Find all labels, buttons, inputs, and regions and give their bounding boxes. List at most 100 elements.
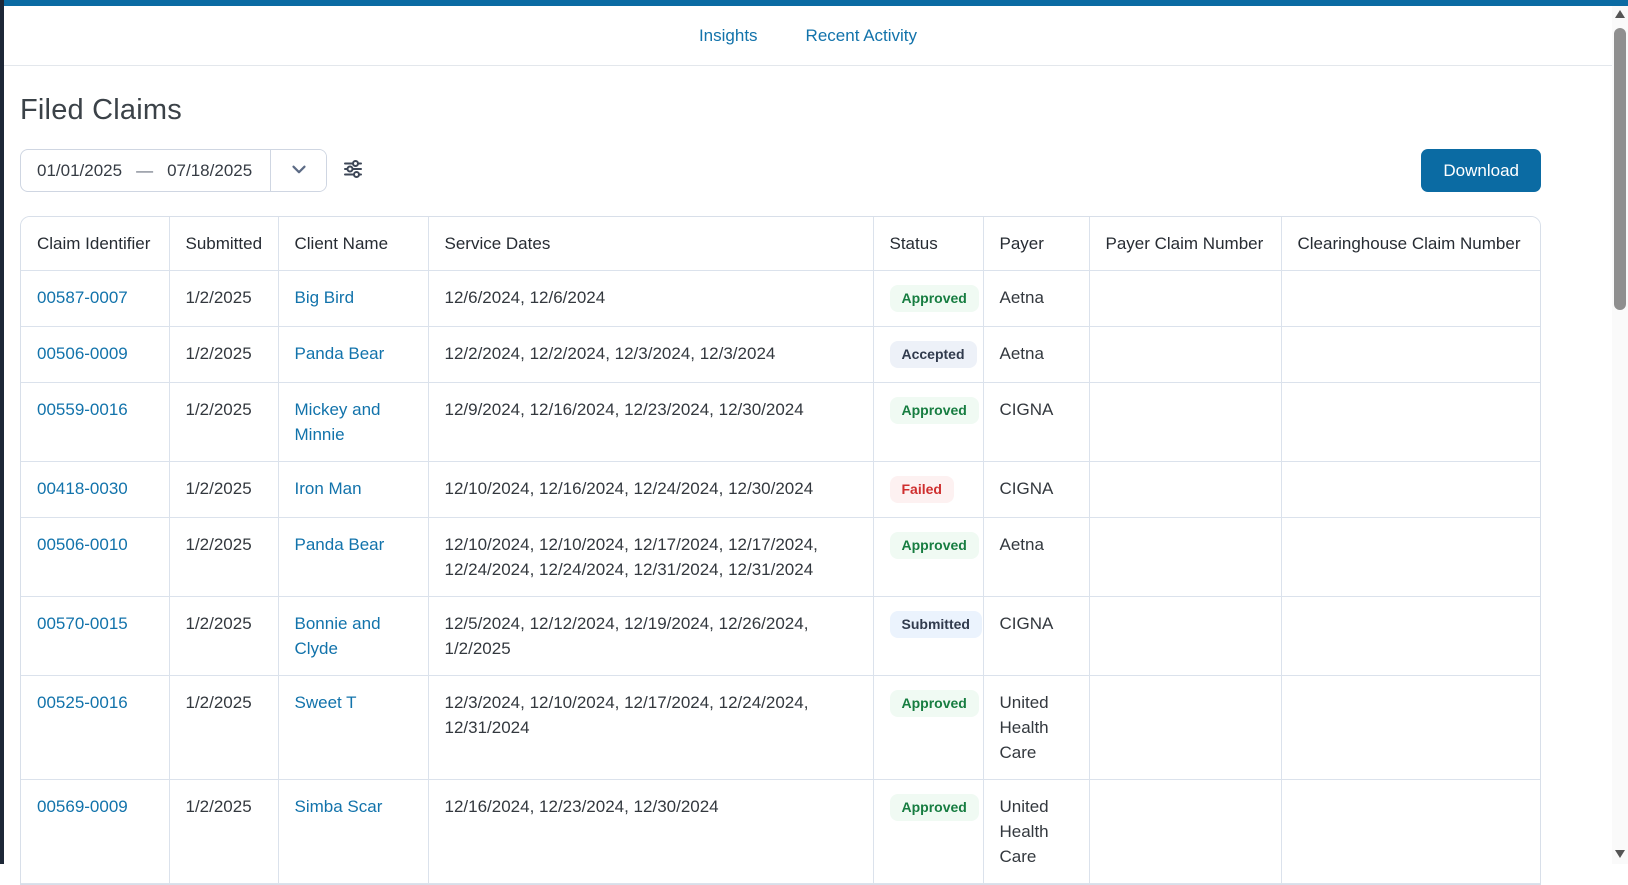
client-name-link[interactable]: Panda Bear — [295, 344, 385, 363]
date-range-end[interactable]: 07/18/2025 — [167, 161, 252, 181]
table-row: 00569-0009 1/2/2025 Simba Scar 12/16/202… — [21, 780, 1540, 884]
table-row: 00587-0007 1/2/2025 Big Bird 12/6/2024, … — [21, 271, 1540, 327]
col-service-dates: Service Dates — [428, 217, 873, 271]
payer-claim-number-cell — [1089, 597, 1281, 676]
filter-button[interactable] — [341, 157, 365, 184]
payer-cell: Aetna — [983, 518, 1089, 597]
service-dates-cell: 12/16/2024, 12/23/2024, 12/30/2024 — [428, 780, 873, 884]
client-name-link[interactable]: Sweet T — [295, 693, 357, 712]
claim-id-link[interactable]: 00418-0030 — [37, 479, 128, 498]
submitted-cell: 1/2/2025 — [169, 518, 278, 597]
date-range-start[interactable]: 01/01/2025 — [37, 161, 122, 181]
toolbar: 01/01/2025 — 07/18/2025 — [20, 149, 1541, 192]
client-name-link[interactable]: Big Bird — [295, 288, 355, 307]
col-payer: Payer — [983, 217, 1089, 271]
date-range-dropdown-button[interactable] — [270, 150, 326, 191]
claim-id-link[interactable]: 00559-0016 — [37, 400, 128, 419]
status-badge: Approved — [890, 690, 979, 717]
clearinghouse-claim-number-cell — [1281, 676, 1540, 780]
client-name-link[interactable]: Bonnie and Clyde — [295, 614, 381, 658]
clearinghouse-claim-number-cell — [1281, 271, 1540, 327]
chevron-down-icon — [288, 158, 310, 183]
submitted-cell: 1/2/2025 — [169, 327, 278, 383]
clearinghouse-claim-number-cell — [1281, 780, 1540, 884]
clearinghouse-claim-number-cell — [1281, 327, 1540, 383]
table-row: 00506-0009 1/2/2025 Panda Bear 12/2/2024… — [21, 327, 1540, 383]
vertical-scrollbar[interactable] — [1612, 0, 1628, 864]
claim-id-link[interactable]: 00570-0015 — [37, 614, 128, 633]
col-client-name: Client Name — [278, 217, 428, 271]
table-row: 00525-0016 1/2/2025 Sweet T 12/3/2024, 1… — [21, 676, 1540, 780]
clearinghouse-claim-number-cell — [1281, 462, 1540, 518]
col-clearinghouse-claim-number: Clearinghouse Claim Number — [1281, 217, 1540, 271]
date-range-picker[interactable]: 01/01/2025 — 07/18/2025 — [20, 149, 327, 192]
table-header-row: Claim Identifier Submitted Client Name S… — [21, 217, 1540, 271]
claims-table: Claim Identifier Submitted Client Name S… — [20, 216, 1541, 885]
nav-link-recent-activity[interactable]: Recent Activity — [806, 26, 918, 46]
service-dates-cell: 12/3/2024, 12/10/2024, 12/17/2024, 12/24… — [428, 676, 873, 780]
date-range-values[interactable]: 01/01/2025 — 07/18/2025 — [21, 150, 270, 191]
status-badge: Approved — [890, 285, 979, 312]
status-badge: Failed — [890, 476, 954, 503]
payer-cell: United Health Care — [983, 676, 1089, 780]
status-badge: Submitted — [890, 611, 982, 638]
clearinghouse-claim-number-cell — [1281, 518, 1540, 597]
main-content: Filed Claims 01/01/2025 — 07/18/2025 — [4, 66, 1612, 864]
submitted-cell: 1/2/2025 — [169, 676, 278, 780]
submitted-cell: 1/2/2025 — [169, 462, 278, 518]
col-status: Status — [873, 217, 983, 271]
client-name-link[interactable]: Simba Scar — [295, 797, 383, 816]
payer-claim-number-cell — [1089, 462, 1281, 518]
payer-cell: Aetna — [983, 327, 1089, 383]
payer-claim-number-cell — [1089, 383, 1281, 462]
submitted-cell: 1/2/2025 — [169, 780, 278, 884]
table-row: 00570-0015 1/2/2025 Bonnie and Clyde 12/… — [21, 597, 1540, 676]
table-row: 00506-0010 1/2/2025 Panda Bear 12/10/202… — [21, 518, 1540, 597]
status-badge: Approved — [890, 397, 979, 424]
date-range-separator: — — [136, 161, 153, 181]
top-nav: Insights Recent Activity — [4, 6, 1612, 66]
client-name-link[interactable]: Panda Bear — [295, 535, 385, 554]
top-accent-bar — [4, 0, 1628, 6]
left-edge-strip — [0, 0, 4, 864]
submitted-cell: 1/2/2025 — [169, 271, 278, 327]
col-claim-identifier: Claim Identifier — [21, 217, 169, 271]
submitted-cell: 1/2/2025 — [169, 383, 278, 462]
service-dates-cell: 12/6/2024, 12/6/2024 — [428, 271, 873, 327]
client-name-link[interactable]: Iron Man — [295, 479, 362, 498]
claim-id-link[interactable]: 00569-0009 — [37, 797, 128, 816]
payer-claim-number-cell — [1089, 780, 1281, 884]
scrollbar-up-arrow-icon[interactable] — [1615, 10, 1625, 18]
status-badge: Approved — [890, 532, 979, 559]
scrollbar-thumb[interactable] — [1614, 28, 1626, 310]
payer-cell: CIGNA — [983, 383, 1089, 462]
status-badge: Approved — [890, 794, 979, 821]
clearinghouse-claim-number-cell — [1281, 383, 1540, 462]
clearinghouse-claim-number-cell — [1281, 597, 1540, 676]
service-dates-cell: 12/5/2024, 12/12/2024, 12/19/2024, 12/26… — [428, 597, 873, 676]
payer-claim-number-cell — [1089, 518, 1281, 597]
payer-cell: CIGNA — [983, 462, 1089, 518]
payer-claim-number-cell — [1089, 327, 1281, 383]
col-payer-claim-number: Payer Claim Number — [1089, 217, 1281, 271]
service-dates-cell: 12/10/2024, 12/10/2024, 12/17/2024, 12/1… — [428, 518, 873, 597]
payer-claim-number-cell — [1089, 271, 1281, 327]
claim-id-link[interactable]: 00506-0010 — [37, 535, 128, 554]
status-badge: Accepted — [890, 341, 977, 368]
payer-cell: Aetna — [983, 271, 1089, 327]
payer-cell: CIGNA — [983, 597, 1089, 676]
nav-link-insights[interactable]: Insights — [699, 26, 758, 46]
claim-id-link[interactable]: 00587-0007 — [37, 288, 128, 307]
scrollbar-down-arrow-icon[interactable] — [1615, 850, 1625, 858]
payer-claim-number-cell — [1089, 676, 1281, 780]
page-title: Filed Claims — [20, 94, 1541, 127]
service-dates-cell: 12/10/2024, 12/16/2024, 12/24/2024, 12/3… — [428, 462, 873, 518]
client-name-link[interactable]: Mickey and Minnie — [295, 400, 381, 444]
claim-id-link[interactable]: 00506-0009 — [37, 344, 128, 363]
col-submitted: Submitted — [169, 217, 278, 271]
sliders-icon — [341, 157, 365, 184]
table-row: 00418-0030 1/2/2025 Iron Man 12/10/2024,… — [21, 462, 1540, 518]
download-button[interactable]: Download — [1421, 149, 1541, 192]
service-dates-cell: 12/2/2024, 12/2/2024, 12/3/2024, 12/3/20… — [428, 327, 873, 383]
claim-id-link[interactable]: 00525-0016 — [37, 693, 128, 712]
